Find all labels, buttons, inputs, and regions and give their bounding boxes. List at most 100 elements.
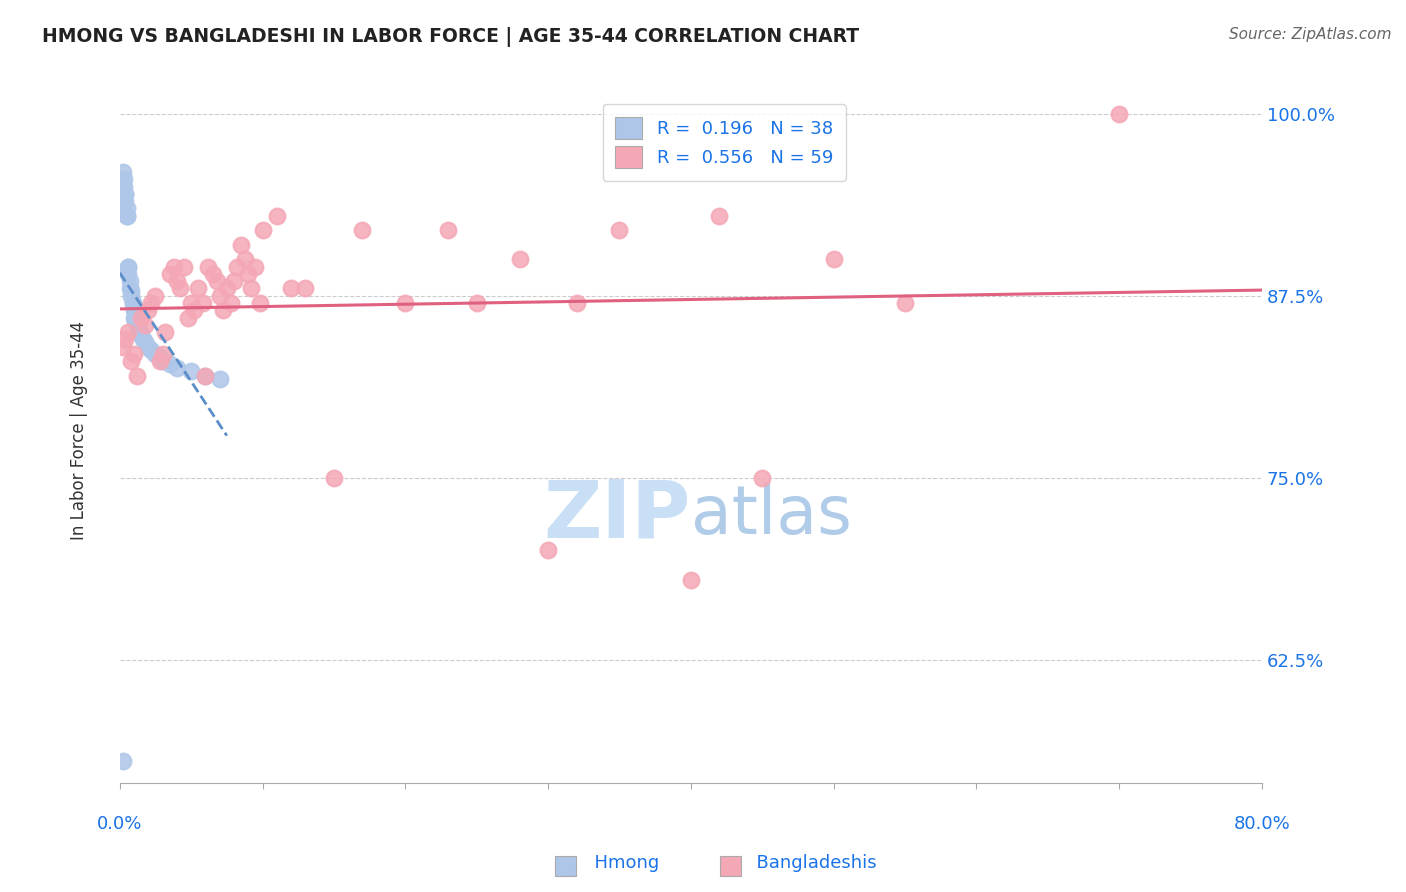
Point — [1108, 107, 1130, 121]
Point — [111, 340, 134, 354]
Text: 80.0%: 80.0% — [1233, 815, 1291, 833]
Point — [537, 543, 560, 558]
Point — [163, 260, 186, 274]
Point — [118, 274, 141, 288]
Point — [235, 252, 257, 267]
Point — [177, 310, 200, 325]
Point — [159, 267, 181, 281]
Point — [823, 252, 845, 267]
Point — [709, 209, 731, 223]
Point — [118, 281, 141, 295]
Point — [121, 296, 143, 310]
Point — [245, 260, 267, 274]
Point — [155, 325, 177, 339]
Point — [152, 354, 174, 368]
Point — [205, 274, 228, 288]
Point — [112, 172, 135, 186]
Point — [125, 318, 148, 332]
Point — [229, 237, 252, 252]
Point — [679, 573, 702, 587]
Point — [183, 303, 205, 318]
Point — [240, 281, 263, 295]
Point — [211, 303, 233, 318]
Point — [120, 285, 142, 299]
Point — [114, 186, 136, 201]
Point — [294, 281, 316, 295]
Point — [124, 313, 146, 327]
Point — [111, 755, 134, 769]
Point — [115, 209, 138, 223]
Point — [145, 289, 167, 303]
Point — [249, 296, 271, 310]
Point — [166, 274, 188, 288]
Point — [112, 179, 135, 194]
Point — [117, 260, 139, 274]
Point — [141, 296, 163, 310]
Point — [208, 289, 231, 303]
Point — [121, 296, 143, 310]
Point — [252, 223, 274, 237]
Text: Bangladeshis: Bangladeshis — [745, 855, 877, 872]
Point — [266, 209, 288, 223]
Point — [134, 335, 156, 350]
Text: Source: ZipAtlas.com: Source: ZipAtlas.com — [1229, 27, 1392, 42]
Point — [508, 252, 530, 267]
Point — [169, 281, 191, 295]
Point — [125, 368, 148, 383]
Point — [565, 296, 588, 310]
Point — [225, 260, 247, 274]
Point — [145, 347, 167, 361]
Point — [215, 281, 238, 295]
Text: ZIP: ZIP — [544, 476, 690, 554]
Point — [437, 223, 460, 237]
Text: Hmong: Hmong — [583, 855, 659, 872]
Point — [129, 328, 152, 343]
Point — [120, 354, 142, 368]
Point — [127, 320, 149, 334]
Point — [219, 296, 242, 310]
Point — [751, 470, 773, 484]
Point — [465, 296, 488, 310]
Text: In Labor Force | Age 35-44: In Labor Force | Age 35-44 — [70, 321, 87, 540]
Point — [122, 347, 145, 361]
Point — [201, 267, 224, 281]
Point — [149, 350, 172, 364]
Point — [194, 368, 217, 383]
Point — [134, 318, 156, 332]
Point — [114, 332, 136, 346]
Text: HMONG VS BANGLADESHI IN LABOR FORCE | AGE 35-44 CORRELATION CHART: HMONG VS BANGLADESHI IN LABOR FORCE | AG… — [42, 27, 859, 46]
Point — [120, 289, 142, 303]
Point — [280, 281, 302, 295]
Point — [111, 165, 134, 179]
Point — [136, 340, 159, 354]
Point — [129, 310, 152, 325]
Point — [166, 361, 188, 376]
Point — [191, 296, 214, 310]
Point — [122, 303, 145, 318]
Point — [197, 260, 219, 274]
Point — [117, 267, 139, 281]
Point — [122, 310, 145, 325]
Point — [352, 223, 374, 237]
Point — [136, 303, 159, 318]
Point — [194, 368, 217, 383]
Point — [894, 296, 917, 310]
Point — [114, 186, 136, 201]
Point — [609, 223, 631, 237]
Point — [222, 274, 245, 288]
Point — [208, 372, 231, 386]
Point — [394, 296, 416, 310]
Point — [180, 296, 202, 310]
Point — [115, 202, 138, 216]
Legend: R =  0.196   N = 38, R =  0.556   N = 59: R = 0.196 N = 38, R = 0.556 N = 59 — [603, 104, 846, 181]
Point — [180, 364, 202, 378]
Point — [117, 260, 139, 274]
Point — [115, 209, 138, 223]
Point — [131, 332, 153, 346]
Point — [114, 194, 136, 208]
Point — [173, 260, 195, 274]
Point — [322, 470, 344, 484]
Point — [159, 357, 181, 371]
Point — [187, 281, 209, 295]
Text: atlas: atlas — [690, 482, 852, 548]
